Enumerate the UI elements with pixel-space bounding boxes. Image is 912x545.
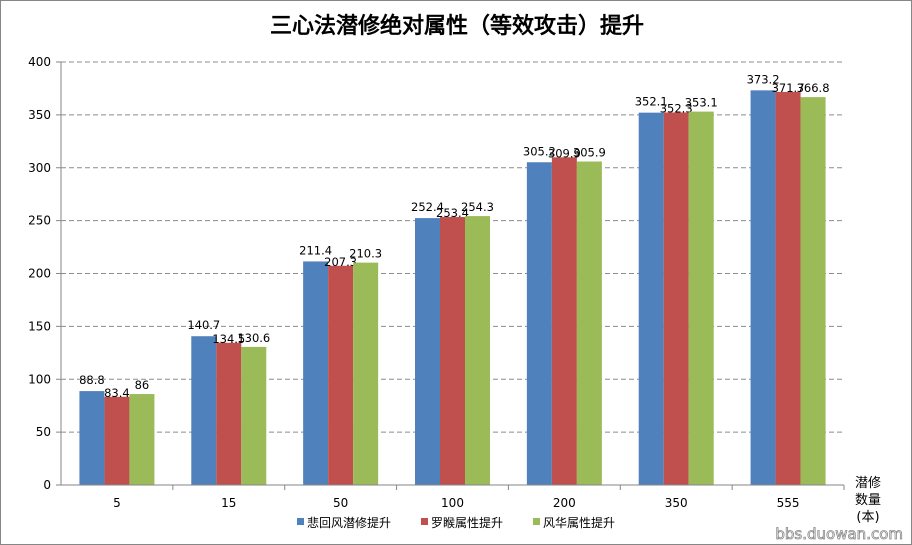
data-label: 373.2 [747,72,780,86]
data-label: 134.5 [212,332,245,346]
x-tick-label: 100 [441,496,464,510]
legend-label: 罗睺属性提升 [431,515,503,530]
bar [750,90,776,485]
bar [526,162,552,485]
legend-swatch [297,518,304,525]
bar [551,157,577,485]
x-tick-label: 200 [553,496,576,510]
legend-swatch [533,518,540,525]
y-tick-label: 350 [28,108,51,122]
data-label: 371.7 [772,81,805,95]
bar [328,265,354,485]
data-label: 207.3 [324,255,357,269]
x-tick-label: 5 [113,496,121,510]
watermark: bbs.duowan.com [775,525,903,543]
data-label: 305.2 [523,144,556,158]
y-tick-label: 50 [36,425,51,439]
bar [800,97,826,485]
bar [241,346,267,485]
data-label: 366.8 [797,81,830,95]
y-tick-label: 250 [28,214,51,228]
data-label: 86 [135,378,150,392]
data-label: 211.4 [299,243,332,257]
bar [465,216,490,485]
bar [79,391,105,485]
bar [638,112,664,486]
legend-swatch [421,518,428,525]
x-axis-title: 潜修数量(本) [854,476,881,525]
data-label: 352.1 [635,95,668,109]
data-label: 140.7 [187,318,220,332]
y-tick-label: 400 [28,55,51,69]
bar [129,394,155,485]
data-label: 210.3 [349,247,382,261]
data-label: 353.1 [685,96,718,110]
chart-title: 三心法潜修绝对属性（等效攻击）提升 [270,13,644,39]
data-label: 309.9 [548,146,581,160]
data-label: 253.4 [436,206,469,220]
bar [663,112,689,485]
x-tick-label: 350 [665,496,688,510]
bar [576,161,602,486]
bar [688,111,714,486]
bar [415,218,440,485]
data-label: 252.4 [411,200,444,214]
legend-label: 悲回风潜修提升 [307,515,391,530]
y-tick-label: 100 [28,372,51,386]
data-label: 352.3 [660,101,693,115]
bar [191,336,217,485]
bar [104,396,130,485]
y-tick-label: 0 [43,478,51,492]
y-tick-label: 150 [28,319,51,333]
bar [216,342,242,485]
x-tick-label: 15 [221,496,236,510]
x-tick-label: 50 [333,496,348,510]
y-tick-label: 300 [28,161,51,175]
bar [353,262,379,485]
data-label: 130.6 [237,331,270,345]
bar [440,217,465,486]
y-tick-label: 200 [28,267,51,281]
bar [303,261,329,485]
bar [775,91,801,486]
x-tick-label: 555 [777,496,800,510]
data-label: 305.9 [573,146,606,160]
data-label: 83.4 [104,386,130,400]
data-label: 88.8 [79,373,105,387]
data-label: 254.3 [461,200,494,214]
legend-label: 风华属性提升 [543,515,615,530]
